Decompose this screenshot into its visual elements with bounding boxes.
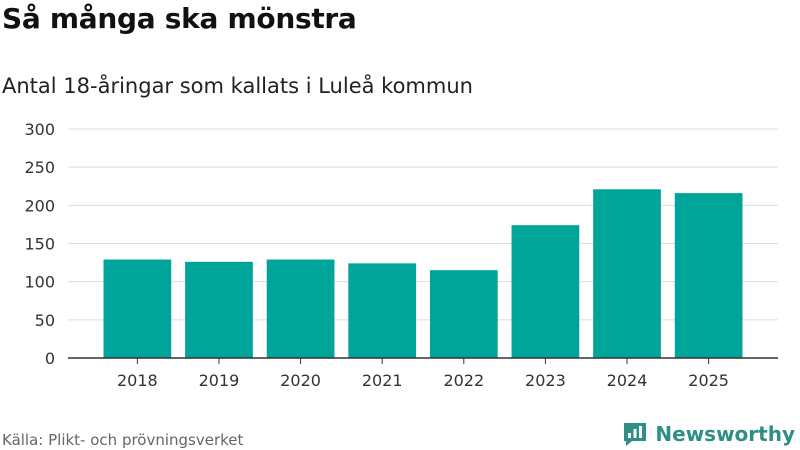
x-tick-label: 2018 (117, 371, 158, 390)
bar-2020 (266, 259, 335, 358)
x-tick-label: 2021 (362, 371, 403, 390)
gridlines (68, 128, 778, 321)
x-tick-label: 2020 (280, 371, 321, 390)
bar-2025 (674, 193, 743, 358)
x-tick-label: 2025 (688, 371, 729, 390)
y-tick-label: 0 (45, 349, 55, 368)
y-tick-label: 100 (24, 273, 55, 292)
y-tick-label: 300 (24, 120, 55, 139)
source-note: Källa: Plikt- och prövningsverket (2, 431, 244, 449)
bars (103, 189, 743, 358)
brand-logo: Newsworthy (622, 420, 795, 448)
x-tick-label: 2022 (443, 371, 484, 390)
x-tick-label: 2023 (525, 371, 566, 390)
bar-2018 (103, 259, 172, 358)
y-tick-label: 250 (24, 158, 55, 177)
y-tick-label: 150 (24, 235, 55, 254)
axes: 0 50 100 150 200 250 300 2018 2019 2020 2021 2022 20… (24, 120, 778, 390)
y-tick-label: 200 (24, 196, 55, 215)
chart-subtitle: Antal 18-åringar som kallats i Luleå kom… (2, 74, 473, 98)
bar-2021 (348, 263, 417, 358)
bar-2023 (511, 225, 580, 358)
newsworthy-logo-icon (624, 423, 647, 446)
x-tick-label: 2019 (199, 371, 240, 390)
chart-title: Så många ska mönstra (2, 2, 357, 35)
brand-name: Newsworthy (655, 422, 795, 446)
x-tick-label: 2024 (607, 371, 648, 390)
bar-2024 (593, 189, 661, 358)
bar-2022 (429, 270, 498, 358)
bar-2019 (185, 261, 253, 358)
y-tick-label: 50 (35, 311, 55, 330)
